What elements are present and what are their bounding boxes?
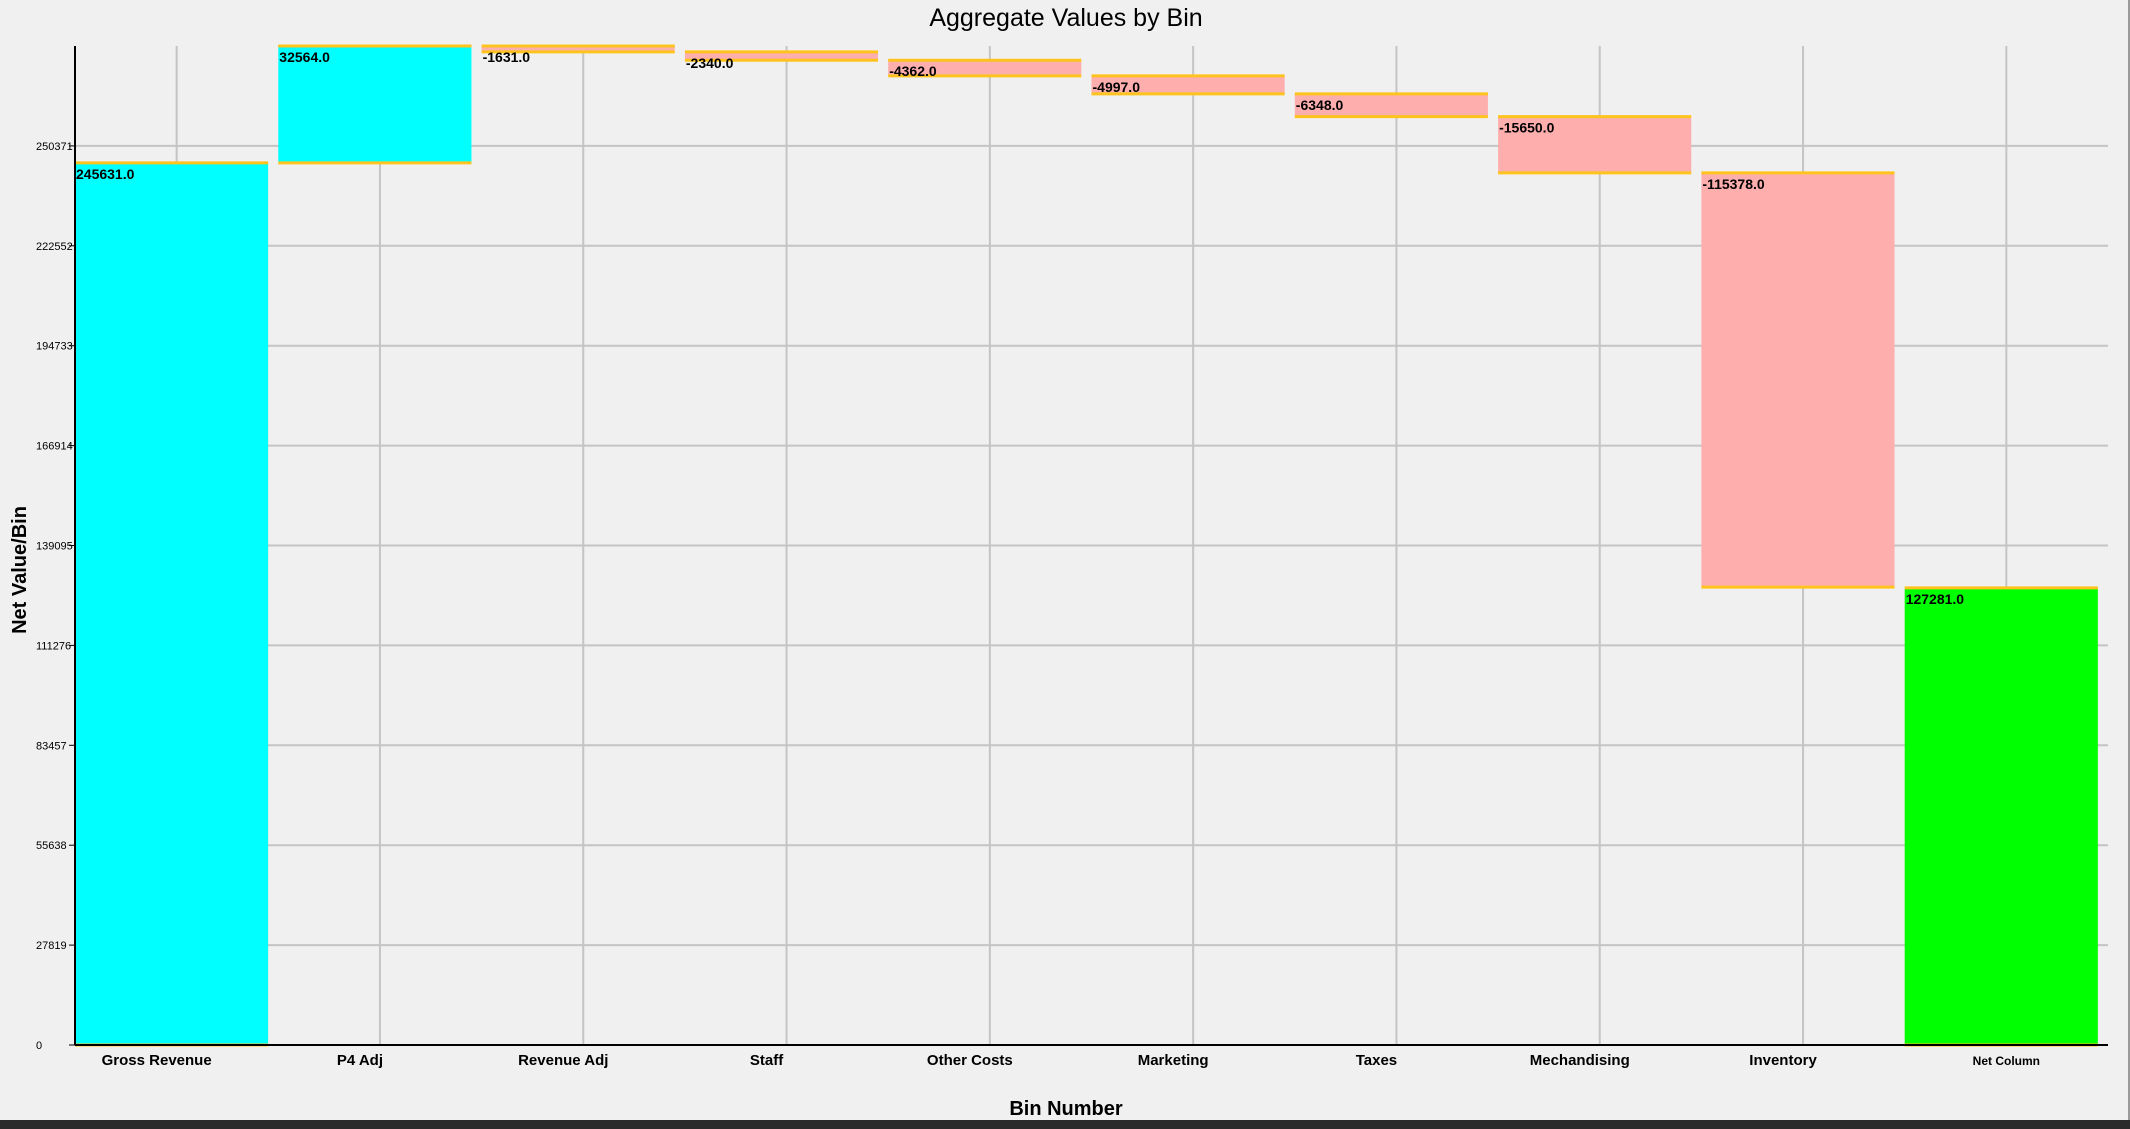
data-label: -1631.0 (483, 49, 531, 65)
bar-4 (888, 60, 1082, 76)
y-tick-label: 222552 (36, 241, 73, 253)
bar-2 (481, 45, 675, 52)
y-tick-label: 166914 (36, 441, 73, 453)
bar-5 (1091, 75, 1285, 94)
x-tick-label: Staff (750, 1052, 784, 1069)
data-label: -4997.0 (1093, 79, 1141, 95)
chart-title: Aggregate Values by Bin (929, 4, 1202, 32)
bar-1 (278, 45, 472, 163)
bar-3 (684, 51, 879, 61)
data-label: 245631.0 (76, 166, 135, 182)
x-tick-label: Gross Revenue (102, 1052, 212, 1069)
y-tick-label: 55638 (36, 840, 67, 852)
labels: 0 27819 55638 83457 111276 139095 166914 194733… (36, 49, 2040, 1069)
x-axis-title: Bin Number (1009, 1098, 1123, 1120)
data-label: -15650.0 (1499, 120, 1554, 136)
data-label: -6348.0 (1296, 97, 1344, 113)
bar-9 (1904, 587, 2098, 1045)
x-tick-label: P4 Adj (337, 1052, 383, 1069)
x-tick-label: Net Column (1973, 1054, 2040, 1068)
y-axis-title: Net Value/Bin (9, 506, 31, 634)
y-tick-label: 111276 (36, 640, 71, 652)
x-tick-label: Mechandising (1530, 1052, 1630, 1069)
x-tick-label: Inventory (1749, 1052, 1817, 1069)
data-label: 32564.0 (279, 49, 330, 65)
taskbar-strip (0, 1120, 2130, 1129)
bar-8 (1701, 172, 1895, 588)
y-tick-label: 250371 (36, 141, 73, 153)
bar-6 (1294, 93, 1488, 117)
data-label: -2340.0 (686, 55, 734, 71)
y-tick-label: 0 (36, 1040, 42, 1052)
y-tick-label: 194733 (36, 341, 73, 353)
y-tick-label: 83457 (36, 740, 67, 752)
data-label: -115378.0 (1702, 176, 1764, 192)
bar-0 (75, 162, 269, 1045)
x-tick-label: Revenue Adj (518, 1052, 608, 1069)
x-tick-label: Marketing (1138, 1052, 1209, 1069)
data-label: 127281.0 (1906, 591, 1965, 607)
bars (75, 44, 2098, 1047)
bar-7 (1498, 116, 1692, 173)
x-tick-label: Taxes (1356, 1052, 1397, 1069)
axes (69, 46, 2108, 1046)
y-tick-label: 27819 (36, 940, 67, 952)
x-tick-label: Other Costs (927, 1052, 1013, 1069)
data-label: -4362.0 (889, 63, 937, 79)
y-tick-label: 139095 (36, 541, 73, 553)
